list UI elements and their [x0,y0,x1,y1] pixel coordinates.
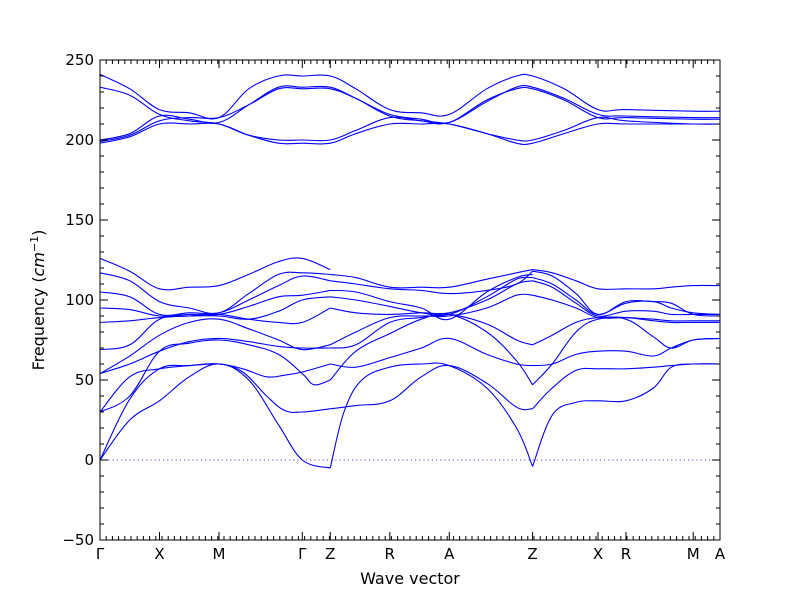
y-tick-label: 250 [65,51,94,69]
bands-layer [99,73,721,469]
y-tick-label: 50 [75,371,94,389]
x-tick-label: Z [325,545,335,563]
y-tick-label: 0 [84,451,94,469]
phonon-band-23 [330,269,533,289]
phonon-band-35 [99,84,721,141]
phonon-band-1 [99,363,331,469]
phonon-band-38 [99,122,720,146]
phonon-band-13 [329,362,534,469]
phonon-band-6 [99,318,331,375]
x-tick-label: X [593,545,603,563]
y-axis-label-close: ) [29,230,48,236]
phonon-band-22 [330,270,533,295]
x-tick-label: Γ [298,545,307,563]
phonon-band-4 [99,339,331,413]
phonon-band-11 [99,271,331,314]
x-tick-label: X [154,545,164,563]
y-tick-label: 150 [65,211,94,229]
phonon-band-24 [532,363,721,467]
phonon-band-34 [99,86,721,143]
phonon-band-2 [99,363,331,461]
phonon-band-21 [330,273,533,321]
x-axis-label: Wave vector [360,569,460,588]
y-tick-label: −50 [62,531,94,549]
y-axis-label-exponent: −1 [28,236,41,252]
phonon-band-33 [532,269,721,290]
phonon-band-14 [330,364,533,411]
x-tick-label: Z [527,545,537,563]
x-tick-label: M [213,545,226,563]
phonon-band-12 [99,257,331,291]
phonon-band-9 [99,289,331,317]
phonon-band-27 [532,316,721,386]
phonon-band-32 [532,270,721,317]
plot-frame [99,59,721,541]
y-tick-label: 100 [65,291,94,309]
phonon-band-26 [532,337,721,367]
x-tick-label: A [444,545,455,563]
x-tick-label: R [621,545,631,563]
phonon-band-30 [532,280,720,317]
y-axis-label: Frequency (cm−1) [28,230,48,371]
phonon-band-3 [99,363,331,413]
phonon-band-31 [532,277,721,315]
phonon-band-15 [330,337,533,368]
x-tick-label: M [687,545,700,563]
phonon-band-19 [330,280,533,315]
x-tick-label: Γ [96,545,105,563]
phonon-band-29 [532,294,720,322]
phonon-band-16 [329,313,534,386]
x-tick-label: R [385,545,395,563]
phonon-band-25 [532,363,721,410]
y-axis-label-unit: cm [29,252,48,276]
y-tick-label: 200 [65,131,94,149]
y-axis-label-text: Frequency ( [29,276,48,370]
x-tick-label: A [715,545,726,563]
phonon-band-18 [330,293,533,346]
phonon-band-8 [99,296,331,323]
phonon-band-36 [99,86,721,142]
phonon-band-37 [99,73,721,120]
phonon-band-20 [330,276,533,317]
